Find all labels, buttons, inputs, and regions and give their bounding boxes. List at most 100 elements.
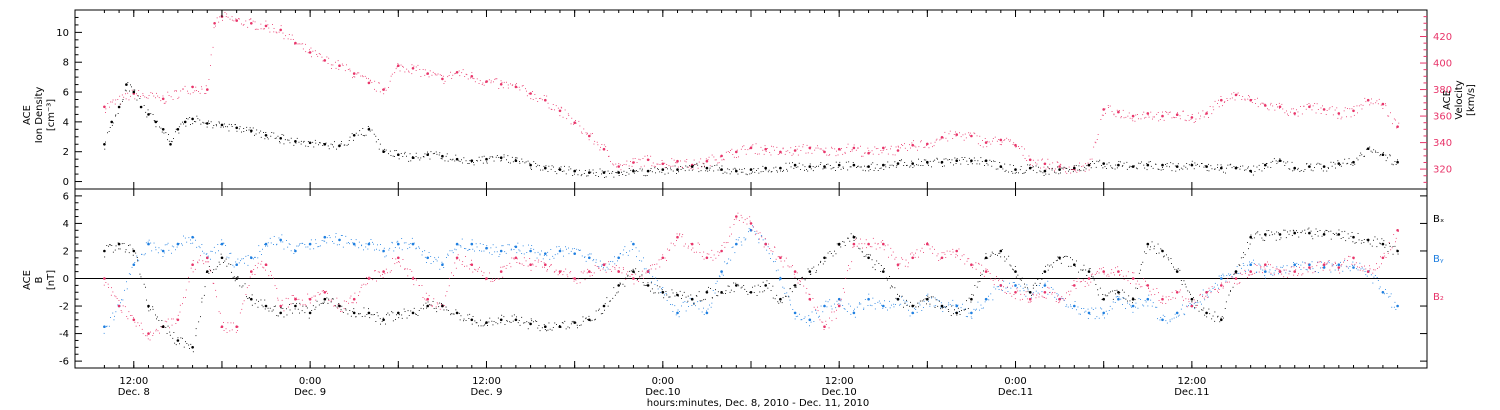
bz-series-sample	[140, 322, 142, 324]
velocity-series-sample	[757, 153, 758, 155]
bz-series-sample	[537, 261, 539, 263]
bx-series-sample	[391, 311, 393, 313]
bx-series-sample	[439, 302, 441, 304]
density-series-sample	[1267, 166, 1269, 168]
bz-series-sample	[681, 236, 683, 238]
by-series-sample	[518, 249, 520, 251]
by-series-sample	[570, 250, 572, 252]
density-series-sample	[266, 136, 268, 138]
velocity-series-sample	[119, 95, 121, 97]
density-series-sample	[893, 165, 894, 167]
velocity-series-sample	[117, 99, 119, 100]
density-series-sample	[1051, 167, 1053, 169]
velocity-series-sample	[864, 153, 866, 154]
bz-series-point	[1381, 256, 1385, 260]
density-series-sample	[795, 166, 797, 168]
bx-series	[103, 227, 1399, 353]
density-series-sample	[274, 138, 276, 139]
by-series-sample	[794, 312, 795, 314]
bz-series-sample	[1222, 287, 1224, 289]
by-series-sample	[1300, 264, 1302, 266]
bx-series-sample	[119, 248, 121, 250]
by-series-sample	[1117, 296, 1118, 297]
by-series-sample	[1265, 277, 1266, 279]
by-series-sample	[1131, 306, 1132, 308]
bz-series-sample	[817, 306, 818, 308]
velocity-series-sample	[276, 32, 278, 34]
bz-series-sample	[1058, 302, 1060, 304]
density-series-sample	[1075, 165, 1077, 166]
bz-series-sample	[1049, 292, 1050, 293]
bz-series-sample	[603, 265, 605, 267]
velocity-series-sample	[397, 63, 399, 65]
density-series-sample	[641, 170, 643, 172]
velocity-series-sample	[731, 148, 733, 150]
bz-series-point	[294, 297, 297, 301]
bx-series-sample	[705, 291, 707, 293]
density-series-sample	[1098, 161, 1100, 163]
bz-series-sample	[584, 279, 586, 281]
bz-series-sample	[593, 272, 595, 274]
bz-series-sample	[315, 295, 316, 297]
velocity-series-sample	[1006, 137, 1008, 139]
bx-series-sample	[212, 272, 213, 273]
density-series-sample	[857, 165, 859, 167]
by-series-sample	[299, 243, 301, 244]
by-series-sample	[136, 255, 138, 257]
bz-series-sample	[489, 272, 490, 274]
bx-series-sample	[795, 286, 797, 288]
velocity-series-sample	[478, 83, 480, 84]
bx-series-sample	[328, 298, 330, 300]
bx-series-sample	[716, 295, 718, 296]
density-series-sample	[1116, 167, 1118, 169]
bz-series-sample	[963, 254, 965, 256]
velocity-series-sample	[1332, 114, 1334, 116]
bz-series-sample	[934, 248, 935, 250]
bz-series-sample	[1135, 283, 1137, 285]
velocity-series-sample	[632, 158, 634, 160]
bx-series-sample	[193, 346, 194, 348]
by-series-sample	[612, 261, 614, 263]
density-series-sample	[175, 128, 177, 130]
velocity-series-sample	[1331, 106, 1333, 108]
bz-series-sample	[989, 273, 991, 274]
density-series-sample	[994, 161, 996, 162]
velocity-series-sample	[353, 76, 355, 77]
by-series-sample	[689, 297, 691, 299]
bz-series-sample	[682, 234, 684, 235]
bx-series-sample	[234, 280, 236, 282]
bx-series-sample	[884, 268, 885, 269]
bz-series-sample	[415, 278, 417, 279]
by-series-sample	[1152, 302, 1154, 304]
by-series-sample	[695, 305, 696, 307]
bz-series-sample	[667, 248, 668, 250]
bz-series-sample	[161, 326, 162, 328]
density-series-sample	[1060, 172, 1061, 174]
velocity-series-sample	[634, 161, 635, 163]
bx-series-sample	[406, 317, 408, 319]
bz-series-sample	[177, 314, 179, 316]
bx-series-point	[1087, 270, 1091, 273]
bz-series-sample	[1143, 278, 1145, 280]
bx-series-sample	[1032, 284, 1034, 286]
velocity-series-sample	[107, 103, 109, 104]
density-series-sample	[1252, 174, 1254, 176]
bz-series-sample	[461, 264, 463, 265]
velocity-series-sample	[362, 76, 364, 78]
bz-series-sample	[1311, 266, 1313, 268]
bz-series-point	[573, 277, 576, 280]
density-series-sample	[1101, 165, 1102, 166]
by-series-sample	[726, 263, 728, 265]
density-series-sample	[714, 165, 716, 166]
velocity-series-sample	[1070, 169, 1072, 170]
bz-series-point	[617, 270, 620, 273]
bx-series-sample	[637, 279, 638, 280]
density-series-sample	[281, 134, 283, 135]
bx-series-sample	[1232, 286, 1234, 288]
bx-series-sample	[1242, 257, 1244, 258]
velocity-series-sample	[1214, 100, 1216, 102]
by-series-sample	[718, 275, 720, 277]
density-series-sample	[293, 144, 295, 146]
by-series-sample	[244, 262, 245, 264]
by-series-sample	[150, 242, 152, 244]
